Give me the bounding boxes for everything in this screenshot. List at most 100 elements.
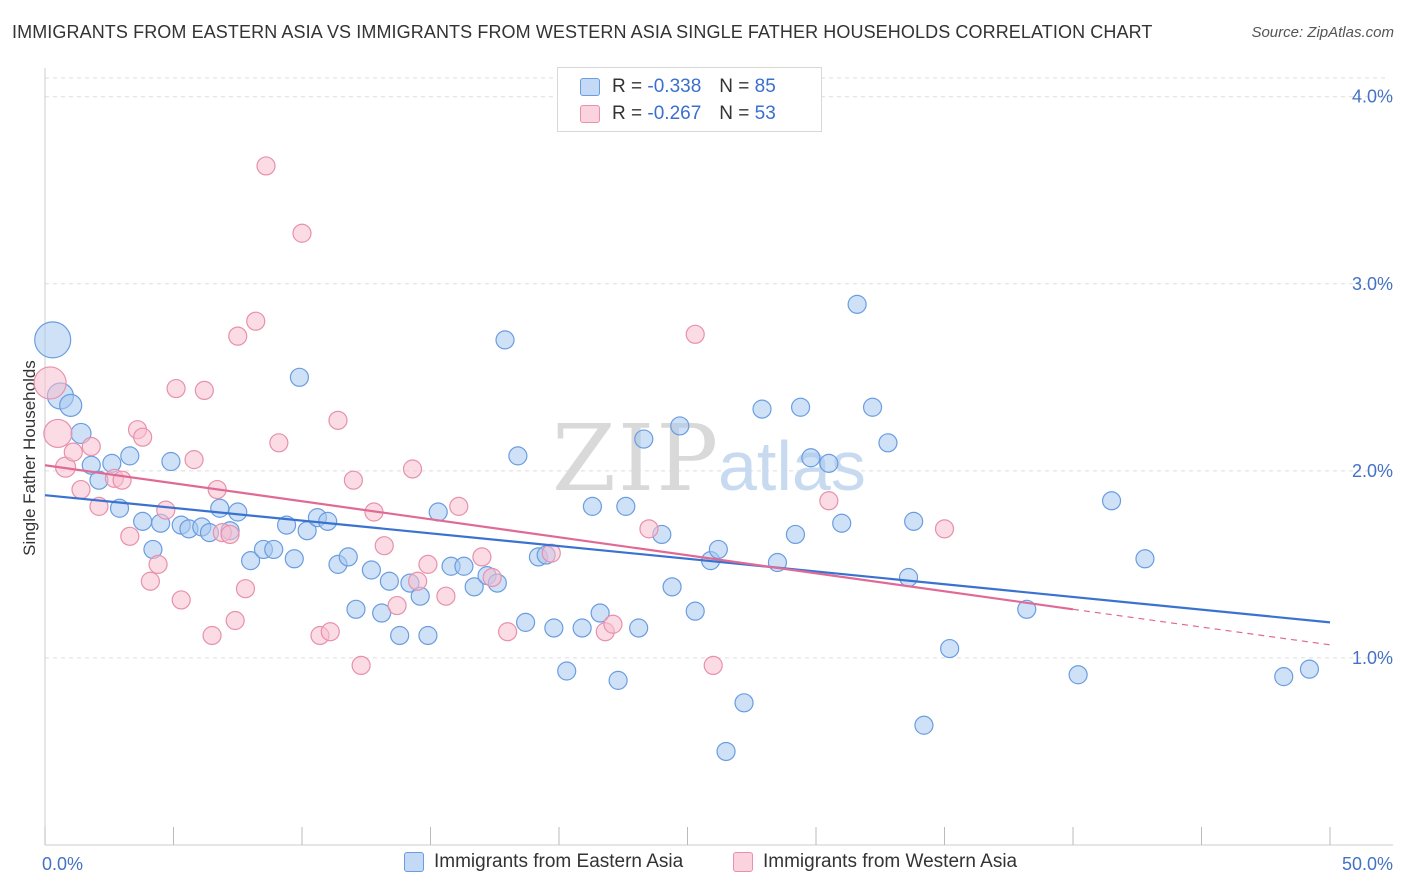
point-eastern-asia [210,498,230,518]
point-western-asia [541,543,561,563]
point-western-asia [819,491,839,511]
y-tick-label: 3.0% [1352,274,1393,294]
point-eastern-asia [1274,667,1294,687]
point-eastern-asia [940,638,960,659]
point-eastern-asia [847,294,867,314]
point-eastern-asia [495,330,515,350]
series-swatch-blue [404,852,424,872]
point-eastern-asia [120,446,140,466]
y-tick-label: 4.0% [1352,87,1393,107]
legend-r-value: -0.267 [647,103,702,124]
point-western-asia [256,156,276,176]
point-western-asia [343,470,363,490]
y-tick-label: 1.0% [1352,648,1393,668]
point-eastern-asia [590,603,610,623]
point-western-asia [225,610,245,631]
point-eastern-asia [608,670,628,690]
point-western-asia [220,524,240,545]
point-eastern-asia [634,429,654,449]
watermark-zip: ZIP [552,405,720,512]
point-western-asia [482,567,502,588]
legend-r-label: R = [612,103,643,124]
point-western-asia [449,496,469,516]
point-western-asia [184,450,204,470]
chart-title: IMMIGRANTS FROM EASTERN ASIA VS IMMIGRAN… [12,22,1153,42]
point-eastern-asia [557,661,577,681]
series-legend: Immigrants from Eastern Asia Immigrants … [0,851,1406,877]
series-legend-western-asia: Immigrants from Western Asia [733,851,1017,873]
point-eastern-asia [708,539,728,560]
point-eastern-asia [464,577,484,597]
point-western-asia [292,223,312,243]
point-western-asia [320,622,340,642]
legend-r-label: R = [612,76,643,97]
point-western-asia [235,579,256,599]
legend-swatch-pink [580,105,600,123]
point-western-asia [498,622,518,642]
point-eastern-asia [878,433,898,453]
point-eastern-asia [629,618,649,638]
point-western-asia [166,378,186,399]
point-eastern-asia [801,448,821,468]
point-western-asia [112,470,132,490]
point-eastern-asia [346,599,366,619]
point-eastern-asia [241,551,261,571]
point-eastern-asia [616,496,636,516]
point-eastern-asia [572,618,592,638]
legend-r-value: -0.338 [647,76,702,97]
point-western-asia [436,586,456,606]
point-eastern-asia [1101,491,1122,511]
point-eastern-asia [716,741,736,762]
point-eastern-asia [1017,599,1037,619]
point-eastern-asia [790,397,811,417]
point-western-asia [228,326,248,346]
series-legend-eastern-asia: Immigrants from Eastern Asia [404,851,683,873]
legend-n-value: 53 [754,103,776,124]
point-eastern-asia [862,397,883,417]
point-western-asia [603,614,623,634]
x-tick-label-min: 0.0% [42,854,83,874]
series-legend-label: Immigrants from Eastern Asia [434,851,684,872]
point-western-asia [33,366,67,400]
point-western-asia [140,571,160,591]
point-eastern-asia [318,511,338,531]
series-legend-label: Immigrants from Western Asia [763,851,1018,872]
point-eastern-asia [662,577,682,597]
watermark-atlas: atlas [718,427,866,505]
point-western-asia [43,418,73,449]
point-western-asia [120,526,140,546]
point-western-asia [472,547,492,567]
trend-extension-western-asia [1072,608,1331,646]
point-eastern-asia [898,567,919,588]
point-western-asia [171,590,191,610]
point-eastern-asia [81,455,101,475]
point-western-asia [374,536,394,556]
point-western-asia [934,519,955,539]
point-eastern-asia [819,453,839,473]
y-tick-label: 2.0% [1352,461,1393,481]
point-western-asia [418,554,438,574]
x-tick-label-max: 50.0% [1342,854,1393,874]
point-eastern-asia [670,416,690,436]
point-eastern-asia [264,539,284,560]
point-eastern-asia [361,560,381,580]
point-eastern-asia [734,693,754,713]
point-western-asia [402,459,423,479]
series-swatch-pink [733,852,753,872]
point-eastern-asia [161,451,181,472]
point-western-asia [351,655,371,676]
point-eastern-asia [1068,665,1088,685]
point-eastern-asia [544,618,564,638]
point-eastern-asia [34,321,72,359]
point-western-asia [148,554,168,574]
point-western-asia [133,427,153,447]
point-eastern-asia [582,496,603,516]
point-western-asia [63,442,83,462]
point-eastern-asia [904,511,924,531]
point-eastern-asia [508,446,528,466]
source-label: Source: ZipAtlas.com [1251,24,1394,41]
point-western-asia [81,436,101,457]
point-eastern-asia [428,502,448,522]
trend-line-western-asia [44,464,1074,611]
